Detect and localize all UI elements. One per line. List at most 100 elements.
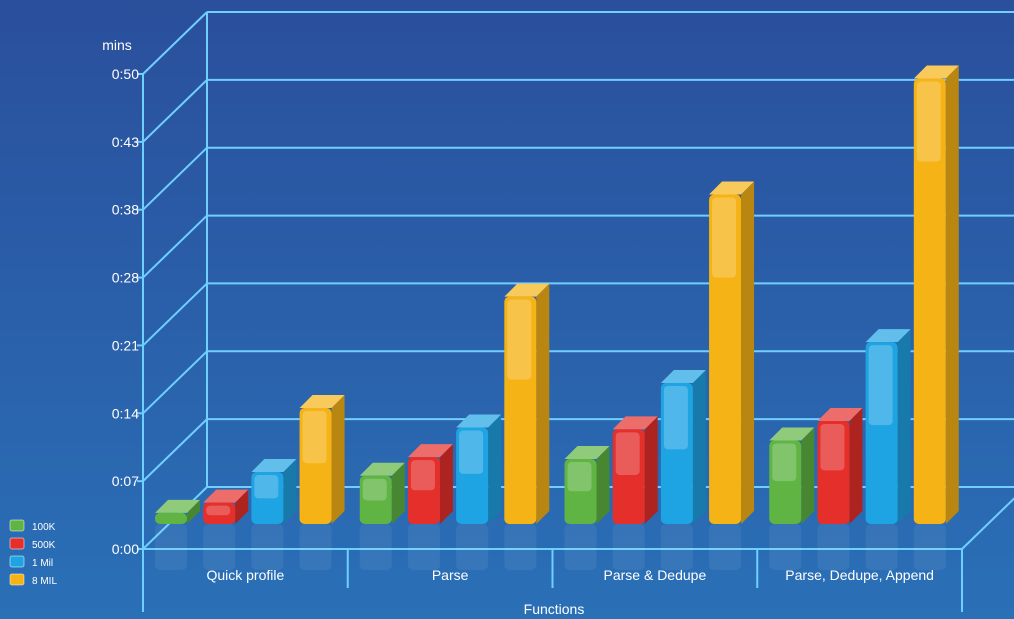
bar-top <box>817 407 863 421</box>
bar-reflection <box>913 524 946 570</box>
bar-top <box>155 499 200 513</box>
bar-side <box>692 369 706 524</box>
bar-front <box>769 440 802 524</box>
bar-front <box>299 408 332 524</box>
bar-side <box>439 444 453 524</box>
x-axis-label: Functions <box>524 601 585 617</box>
bar-side <box>283 459 297 524</box>
bar-reflection <box>203 524 236 570</box>
bar-top <box>564 446 610 460</box>
bar-side <box>596 446 610 524</box>
bar-front <box>709 194 742 524</box>
bar-top <box>769 427 815 441</box>
legend-label: 100K <box>32 522 56 533</box>
bar-top <box>456 414 502 428</box>
bar-highlight <box>820 423 845 471</box>
grid-layer <box>137 11 1014 612</box>
gridline-side <box>142 146 208 211</box>
bar-highlight <box>615 432 640 475</box>
bar-side <box>897 329 911 524</box>
bar-highlight <box>362 478 387 501</box>
floor-right-edge <box>961 497 1014 550</box>
category-label: Parse & Dedupe <box>604 567 707 583</box>
bar <box>251 459 297 570</box>
bars-layer <box>155 65 959 570</box>
y-tick-label: 0:43 <box>112 134 139 150</box>
bar-top <box>865 329 911 343</box>
y-tick-label: 0:14 <box>112 405 139 421</box>
bar-top <box>612 416 658 430</box>
bar-reflection <box>817 524 850 570</box>
bar <box>203 489 249 570</box>
bar-front <box>251 472 284 524</box>
legend-swatch <box>9 555 25 568</box>
bar-top <box>251 459 297 473</box>
category-label: Quick profile <box>206 567 284 583</box>
legend-swatch <box>9 573 25 586</box>
bar <box>769 427 815 570</box>
bar-reflection <box>564 524 597 570</box>
gridline-side <box>142 214 208 279</box>
gridline-side <box>142 350 208 415</box>
bar-reflection <box>504 524 537 570</box>
bar <box>913 65 959 570</box>
bar-front <box>456 427 489 524</box>
legend: 100K 500K 1 Mil 8 MIL <box>9 519 57 587</box>
y-tick-label: 0:38 <box>112 202 139 218</box>
bar <box>564 446 610 570</box>
bar-reflection <box>299 524 332 570</box>
bar-highlight <box>916 81 941 162</box>
bar-reflection <box>251 524 284 570</box>
bar-front <box>203 502 236 524</box>
bar-side <box>331 395 345 524</box>
bar-reflection <box>155 524 187 570</box>
bar-side <box>801 427 815 524</box>
bar <box>612 416 658 570</box>
bar-top <box>203 489 249 503</box>
bar-reflection <box>456 524 489 570</box>
bar-front <box>407 457 440 524</box>
legend-swatch <box>9 537 25 550</box>
bar-side <box>391 462 405 524</box>
bar-reflection <box>612 524 645 570</box>
bar-reflection <box>709 524 742 570</box>
bar-front <box>564 459 597 524</box>
bar-highlight <box>410 460 435 491</box>
legend-swatch <box>9 519 25 532</box>
bar-highlight <box>772 443 797 482</box>
bar-front <box>817 420 850 524</box>
bar-reflection <box>660 524 693 570</box>
gridline-side <box>142 418 208 482</box>
y-tick-label: 0:07 <box>112 473 139 489</box>
bar-reflection <box>359 524 392 570</box>
y-axis-label: mins <box>102 37 132 53</box>
y-tick-label: 0:00 <box>112 541 139 557</box>
bar-highlight <box>567 462 592 492</box>
bar-front <box>612 429 645 524</box>
bar-front <box>865 342 898 524</box>
bar <box>504 283 550 570</box>
bar-side <box>849 407 863 524</box>
category-label: Parse, Dedupe, Append <box>785 567 934 583</box>
bar <box>660 369 706 570</box>
bar-side <box>536 283 550 524</box>
bar-highlight <box>206 505 231 516</box>
gridline-side <box>142 282 208 347</box>
bar-reflection <box>407 524 440 570</box>
bar-side <box>945 65 959 524</box>
bar-highlight <box>254 475 279 499</box>
bar-side <box>235 489 249 524</box>
gridline-side <box>142 79 208 143</box>
bar-top <box>407 444 453 458</box>
bar-highlight <box>507 299 532 380</box>
bar <box>817 407 863 570</box>
bar-side <box>741 181 755 524</box>
bar <box>407 444 453 570</box>
y-tick-label: 0:28 <box>112 270 139 286</box>
bar-front <box>155 512 187 524</box>
bar-top <box>660 369 706 383</box>
bar-front <box>504 296 537 524</box>
bar-top <box>504 283 550 297</box>
bar-side <box>187 499 200 524</box>
